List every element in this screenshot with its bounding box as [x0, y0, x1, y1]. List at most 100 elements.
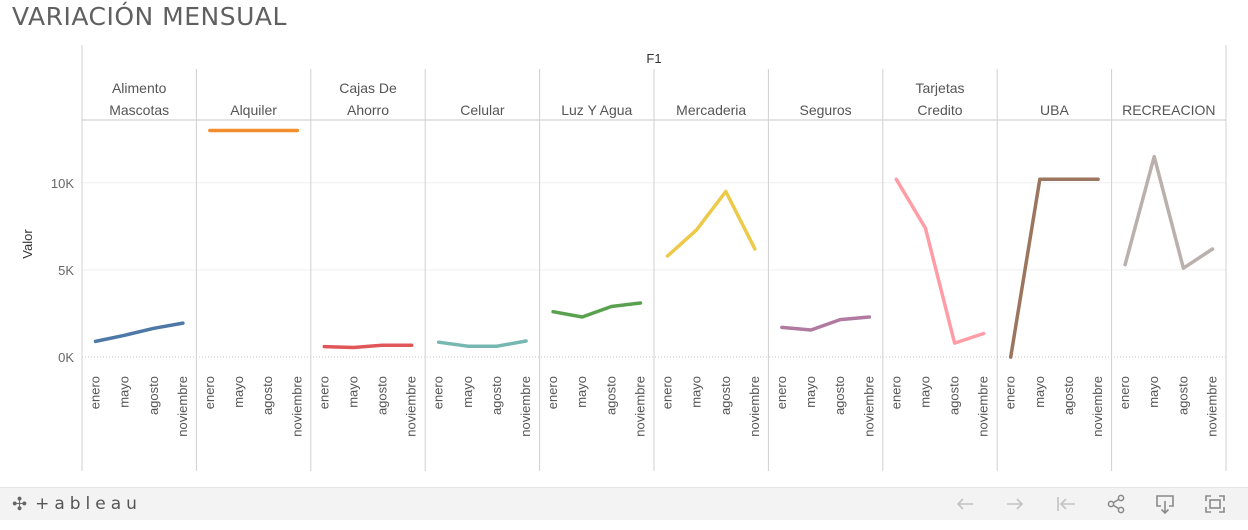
series-line[interactable]	[93, 321, 185, 344]
x-tick-label: mayo	[1032, 376, 1047, 408]
panel-label: UBA	[1040, 102, 1069, 118]
data-point[interactable]	[1150, 153, 1158, 161]
series-line[interactable]	[1123, 154, 1215, 270]
fullscreen-icon	[1205, 495, 1225, 513]
tableau-logo-text: +ableau	[35, 494, 142, 514]
data-point[interactable]	[693, 226, 701, 234]
x-tick-label: noviembre	[1090, 376, 1105, 437]
data-point[interactable]	[1121, 261, 1129, 269]
x-tick-label: enero	[774, 376, 789, 409]
data-point[interactable]	[778, 323, 786, 331]
data-point[interactable]	[293, 126, 301, 134]
share-icon	[1107, 494, 1125, 514]
y-tick-label: 0K	[58, 350, 74, 365]
tableau-logo[interactable]: ✣ +ableau	[12, 493, 142, 515]
data-point[interactable]	[408, 341, 416, 349]
data-point[interactable]	[379, 341, 387, 349]
data-point[interactable]	[206, 126, 214, 134]
panel-label: Alimento	[112, 80, 167, 96]
data-point[interactable]	[522, 337, 530, 345]
data-point[interactable]	[1094, 175, 1102, 183]
data-point[interactable]	[92, 337, 100, 345]
revert-button[interactable]	[1052, 491, 1080, 517]
data-point[interactable]	[1007, 353, 1015, 361]
data-point[interactable]	[179, 319, 187, 327]
data-point[interactable]	[722, 187, 730, 195]
x-tick-label: agosto	[146, 376, 161, 415]
x-tick-label: enero	[316, 376, 331, 409]
panel-label: Ahorro	[347, 102, 389, 118]
series-line[interactable]	[1008, 177, 1100, 359]
series-line[interactable]	[436, 339, 528, 348]
data-point[interactable]	[921, 224, 929, 232]
x-tick-label: enero	[202, 376, 217, 409]
x-tick-label: noviembre	[976, 376, 991, 437]
panel-label: Mascotas	[109, 102, 169, 118]
data-point[interactable]	[607, 303, 615, 311]
column-header: F1	[646, 51, 661, 66]
x-tick-label: agosto	[1061, 376, 1076, 415]
redo-button[interactable]	[1001, 491, 1029, 517]
series-line[interactable]	[780, 315, 872, 332]
data-point[interactable]	[1065, 175, 1073, 183]
x-tick-label: mayo	[460, 376, 475, 408]
panel-label: Luz Y Agua	[561, 102, 632, 118]
x-tick-label: noviembre	[633, 376, 648, 437]
x-tick-label: noviembre	[861, 376, 876, 437]
data-point[interactable]	[865, 313, 873, 321]
data-point[interactable]	[1179, 264, 1187, 272]
series-line[interactable]	[665, 189, 757, 258]
x-tick-label: noviembre	[289, 376, 304, 437]
y-axis-title: Valor	[20, 229, 35, 259]
panel-label: Mercaderia	[676, 102, 746, 118]
series-line[interactable]	[551, 301, 643, 319]
download-icon	[1156, 495, 1174, 515]
x-tick-label: enero	[660, 376, 675, 409]
undo-button[interactable]	[951, 491, 979, 517]
data-point[interactable]	[1209, 245, 1217, 253]
data-point[interactable]	[892, 175, 900, 183]
data-point[interactable]	[751, 245, 759, 253]
panel-label: RECREACION	[1122, 102, 1215, 118]
data-point[interactable]	[264, 126, 272, 134]
download-button[interactable]	[1151, 491, 1179, 517]
x-tick-label: agosto	[832, 376, 847, 415]
data-point[interactable]	[320, 343, 328, 351]
share-button[interactable]	[1102, 491, 1130, 517]
x-tick-label: mayo	[1146, 376, 1161, 408]
x-tick-label: agosto	[947, 376, 962, 415]
data-point[interactable]	[1036, 175, 1044, 183]
series-line[interactable]	[894, 177, 986, 345]
y-tick-label: 5K	[58, 263, 74, 278]
x-tick-label: mayo	[574, 376, 589, 408]
page-title: VARIACIÓN MENSUAL	[12, 2, 287, 31]
data-point[interactable]	[493, 342, 501, 350]
x-tick-label: mayo	[117, 376, 132, 408]
x-tick-label: mayo	[231, 376, 246, 408]
data-point[interactable]	[235, 126, 243, 134]
fullscreen-button[interactable]	[1201, 491, 1229, 517]
data-point[interactable]	[435, 338, 443, 346]
y-tick-label: 10K	[51, 176, 74, 191]
x-tick-label: enero	[1117, 376, 1132, 409]
data-point[interactable]	[121, 331, 129, 339]
revert-icon	[1057, 497, 1075, 511]
data-point[interactable]	[464, 342, 472, 350]
data-point[interactable]	[664, 252, 672, 260]
panel-label: Credito	[917, 102, 962, 118]
data-point[interactable]	[349, 343, 357, 351]
series-line[interactable]	[322, 343, 414, 350]
x-tick-label: mayo	[803, 376, 818, 408]
data-point[interactable]	[951, 339, 959, 347]
x-tick-label: noviembre	[404, 376, 419, 437]
data-point[interactable]	[578, 313, 586, 321]
data-point[interactable]	[637, 299, 645, 307]
data-point[interactable]	[836, 316, 844, 324]
x-tick-label: noviembre	[1205, 376, 1220, 437]
data-point[interactable]	[807, 326, 815, 334]
data-point[interactable]	[980, 330, 988, 338]
x-tick-label: enero	[888, 376, 903, 409]
data-point[interactable]	[549, 308, 557, 316]
data-point[interactable]	[150, 324, 158, 332]
